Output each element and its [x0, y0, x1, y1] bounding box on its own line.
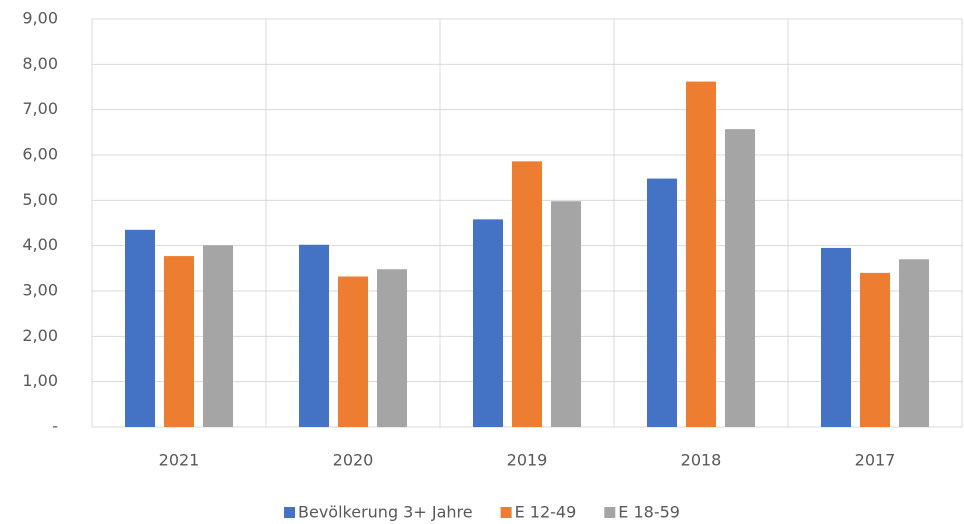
bar	[377, 269, 407, 427]
bar	[551, 201, 581, 427]
legend-swatch	[604, 507, 616, 518]
bar	[299, 244, 329, 427]
legend-label: E 18-59	[618, 503, 680, 522]
y-tick-label: 4,00	[22, 235, 58, 254]
bar	[125, 229, 155, 427]
legend-label: Bevölkerung 3+ Jahre	[298, 503, 473, 522]
y-tick-label: 1,00	[22, 371, 58, 390]
bar	[899, 259, 929, 427]
y-tick-label: -	[52, 417, 58, 436]
bar	[512, 161, 542, 427]
y-tick-label: 2,00	[22, 326, 58, 345]
bar	[338, 276, 368, 427]
bar	[686, 81, 716, 427]
bar	[860, 272, 890, 427]
bar	[647, 178, 677, 427]
bar	[203, 245, 233, 427]
x-tick-label: 2019	[507, 451, 548, 470]
y-tick-label: 6,00	[22, 145, 58, 164]
bar	[164, 256, 194, 427]
y-tick-label: 9,00	[22, 9, 58, 28]
y-tick-label: 3,00	[22, 281, 58, 300]
legend-swatch	[284, 507, 296, 518]
x-tick-label: 2017	[855, 451, 896, 470]
bar	[473, 219, 503, 427]
bar	[821, 247, 851, 427]
x-tick-label: 2018	[681, 451, 722, 470]
x-tick-label: 2020	[333, 451, 374, 470]
legend-label: E 12-49	[515, 503, 577, 522]
y-tick-label: 8,00	[22, 54, 58, 73]
x-tick-label: 2021	[159, 451, 200, 470]
legend-swatch	[500, 507, 512, 518]
y-tick-label: 5,00	[22, 190, 58, 209]
bar	[725, 129, 755, 427]
y-tick-label: 7,00	[22, 99, 58, 118]
